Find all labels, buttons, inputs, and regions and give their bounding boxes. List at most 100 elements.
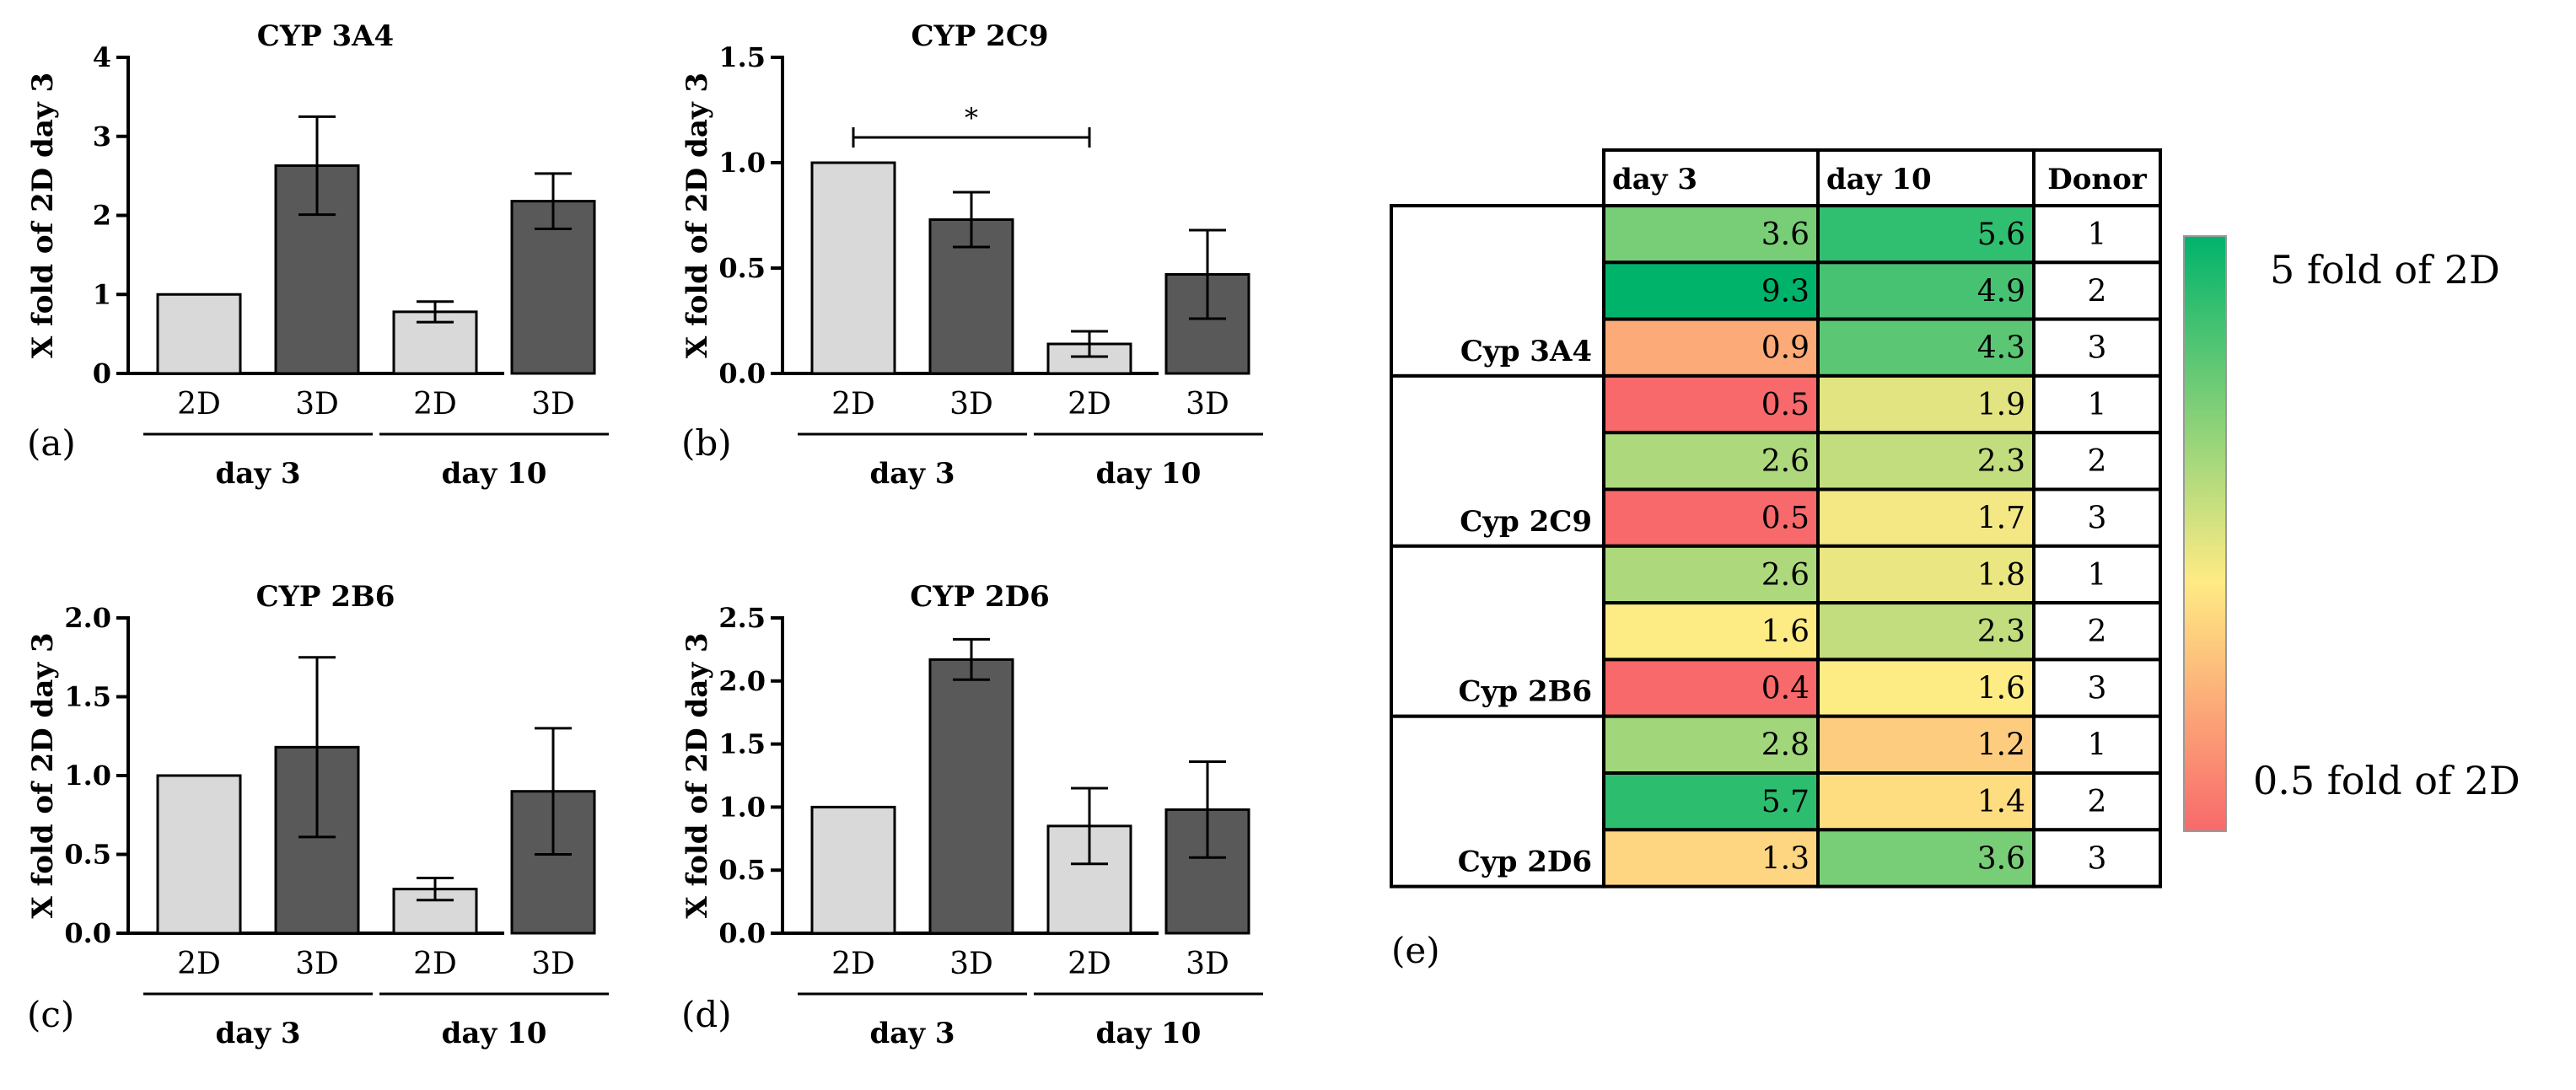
x-tick-label: 3D	[295, 947, 339, 981]
cell-value: 1.2	[1977, 728, 2025, 763]
y-tick-label: 0.0	[718, 357, 766, 389]
y-tick-label: 1.5	[64, 681, 111, 713]
group-label: day 10	[1096, 1017, 1202, 1050]
y-tick-label: 1.0	[64, 760, 111, 792]
y-tick-label: 0.5	[718, 252, 766, 284]
donor-cell	[2032, 601, 2162, 662]
donor-cell	[2032, 771, 2162, 832]
column-header: Donor	[2047, 163, 2148, 196]
bar	[156, 774, 242, 935]
panel-label-d: (d)	[681, 994, 732, 1035]
x-tick-label: 3D	[949, 387, 993, 422]
y-tick-label: 1	[93, 278, 111, 310]
donor-value: 1	[2088, 728, 2107, 763]
cell-value: 1.3	[1761, 841, 1810, 876]
donor-value: 3	[2088, 502, 2107, 536]
x-tick-label: 3D	[1186, 947, 1229, 981]
group-label: day 3	[215, 457, 300, 491]
x-tick-label: 2D	[177, 947, 221, 981]
cell-value: 2.6	[1761, 444, 1810, 479]
y-tick-label: 2.5	[718, 602, 766, 634]
donor-value: 2	[2088, 274, 2107, 309]
y-tick-label: 1.0	[718, 791, 766, 823]
x-tick-label: 2D	[831, 947, 875, 981]
heat-cell	[1816, 828, 2036, 889]
y-tick-label: 0.5	[718, 854, 766, 886]
panel-label-a: (a)	[27, 422, 76, 464]
chart-cyp3a4: CYP 3A4 X fold of 2D day 3 0 1 2 3 4 2D 3D 2D 3D da…	[26, 19, 609, 491]
donor-value: 2	[2088, 615, 2107, 649]
y-tick-label: 0.0	[64, 917, 111, 949]
y-tick-label: 2.0	[64, 602, 111, 634]
donor-cell	[2032, 260, 2162, 321]
heat-cell	[1602, 487, 1820, 548]
x-tick-label: 3D	[295, 387, 339, 422]
panel-label-b: (b)	[681, 422, 732, 464]
cell-value: 2.8	[1761, 728, 1810, 763]
cell-value: 1.6	[1761, 615, 1810, 649]
x-tick-label: 3D	[531, 947, 575, 981]
y-axis-label: X fold of 2D day 3	[26, 632, 60, 918]
y-tick-label: 2	[93, 200, 111, 232]
cell-value: 1.8	[1977, 558, 2025, 593]
y-tick-label: 0.0	[718, 917, 766, 949]
panel-label-e: (e)	[1391, 930, 1440, 971]
donor-cell	[2032, 487, 2162, 548]
chart-title: CYP 3A4	[257, 19, 394, 53]
heat-cell	[1602, 260, 1820, 321]
cell-value: 1.9	[1977, 388, 2025, 422]
group-label: Cyp 2D6	[1458, 846, 1592, 879]
y-tick-label: 0	[93, 357, 111, 389]
group-label: day 3	[215, 1017, 300, 1050]
y-tick-label: 1.5	[718, 728, 766, 760]
cell-value: 2.3	[1977, 615, 2025, 649]
group-label: Cyp 2B6	[1459, 675, 1592, 709]
cell-value: 0.5	[1761, 388, 1810, 422]
x-tick-label: 2D	[1068, 387, 1111, 422]
cell-value: 1.7	[1977, 502, 2025, 536]
chart-cyp2c9: CYP 2C9 X fold of 2D day 30.0 0.5 1.0 1.5 2D 3…	[680, 19, 1263, 491]
donor-value: 3	[2088, 671, 2107, 706]
chart-title: CYP 2B6	[256, 580, 395, 614]
group-cell	[1390, 204, 1605, 378]
cell-value: 2.3	[1977, 444, 2025, 479]
donor-value: 2	[2088, 785, 2107, 819]
heat-cell	[1602, 431, 1820, 491]
color-legend-bar	[2183, 235, 2227, 832]
donor-cell	[2032, 204, 2162, 265]
bar	[156, 293, 242, 375]
heat-cell	[1816, 771, 2036, 832]
cell-value: 9.3	[1761, 274, 1810, 309]
bar	[810, 805, 896, 935]
chart-cyp2d6: CYP 2D6 X fold of 2D day 30.0 0.5 1.0 1.5 2.0…	[680, 580, 1263, 1050]
y-tick-label: 1.0	[718, 147, 766, 179]
chart-title: CYP 2D6	[910, 580, 1050, 614]
x-tick-label: 2D	[413, 947, 457, 981]
y-tick-label: 0.5	[64, 839, 111, 871]
cell-value: 1.4	[1977, 785, 2025, 819]
donor-cell	[2032, 714, 2162, 776]
cell-value: 1.6	[1977, 671, 2025, 706]
heat-cell	[1816, 544, 2036, 605]
heat-cell	[1816, 601, 2036, 662]
header-cell	[1816, 148, 2036, 207]
cell-value: 4.9	[1977, 274, 2025, 309]
header-cell	[2032, 148, 2162, 207]
cell-value: 4.3	[1977, 331, 2025, 366]
heat-cell	[1602, 544, 1820, 605]
group-label: day 3	[869, 1017, 955, 1050]
cell-value: 0.9	[1761, 331, 1810, 366]
heat-cell	[1602, 601, 1820, 662]
group-label: Cyp 3A4	[1460, 335, 1592, 368]
group-label: Cyp 2C9	[1460, 505, 1592, 539]
x-tick-label: 2D	[177, 387, 221, 422]
cell-value: 5.6	[1977, 217, 2025, 252]
column-header: day 10	[1826, 163, 1932, 196]
donor-value: 2	[2088, 444, 2107, 479]
heat-cell	[1816, 260, 2036, 321]
y-tick-label: 3	[93, 121, 111, 153]
column-header: day 3	[1612, 163, 1697, 196]
cell-value: 2.6	[1761, 558, 1810, 593]
x-tick-label: 3D	[949, 947, 993, 981]
